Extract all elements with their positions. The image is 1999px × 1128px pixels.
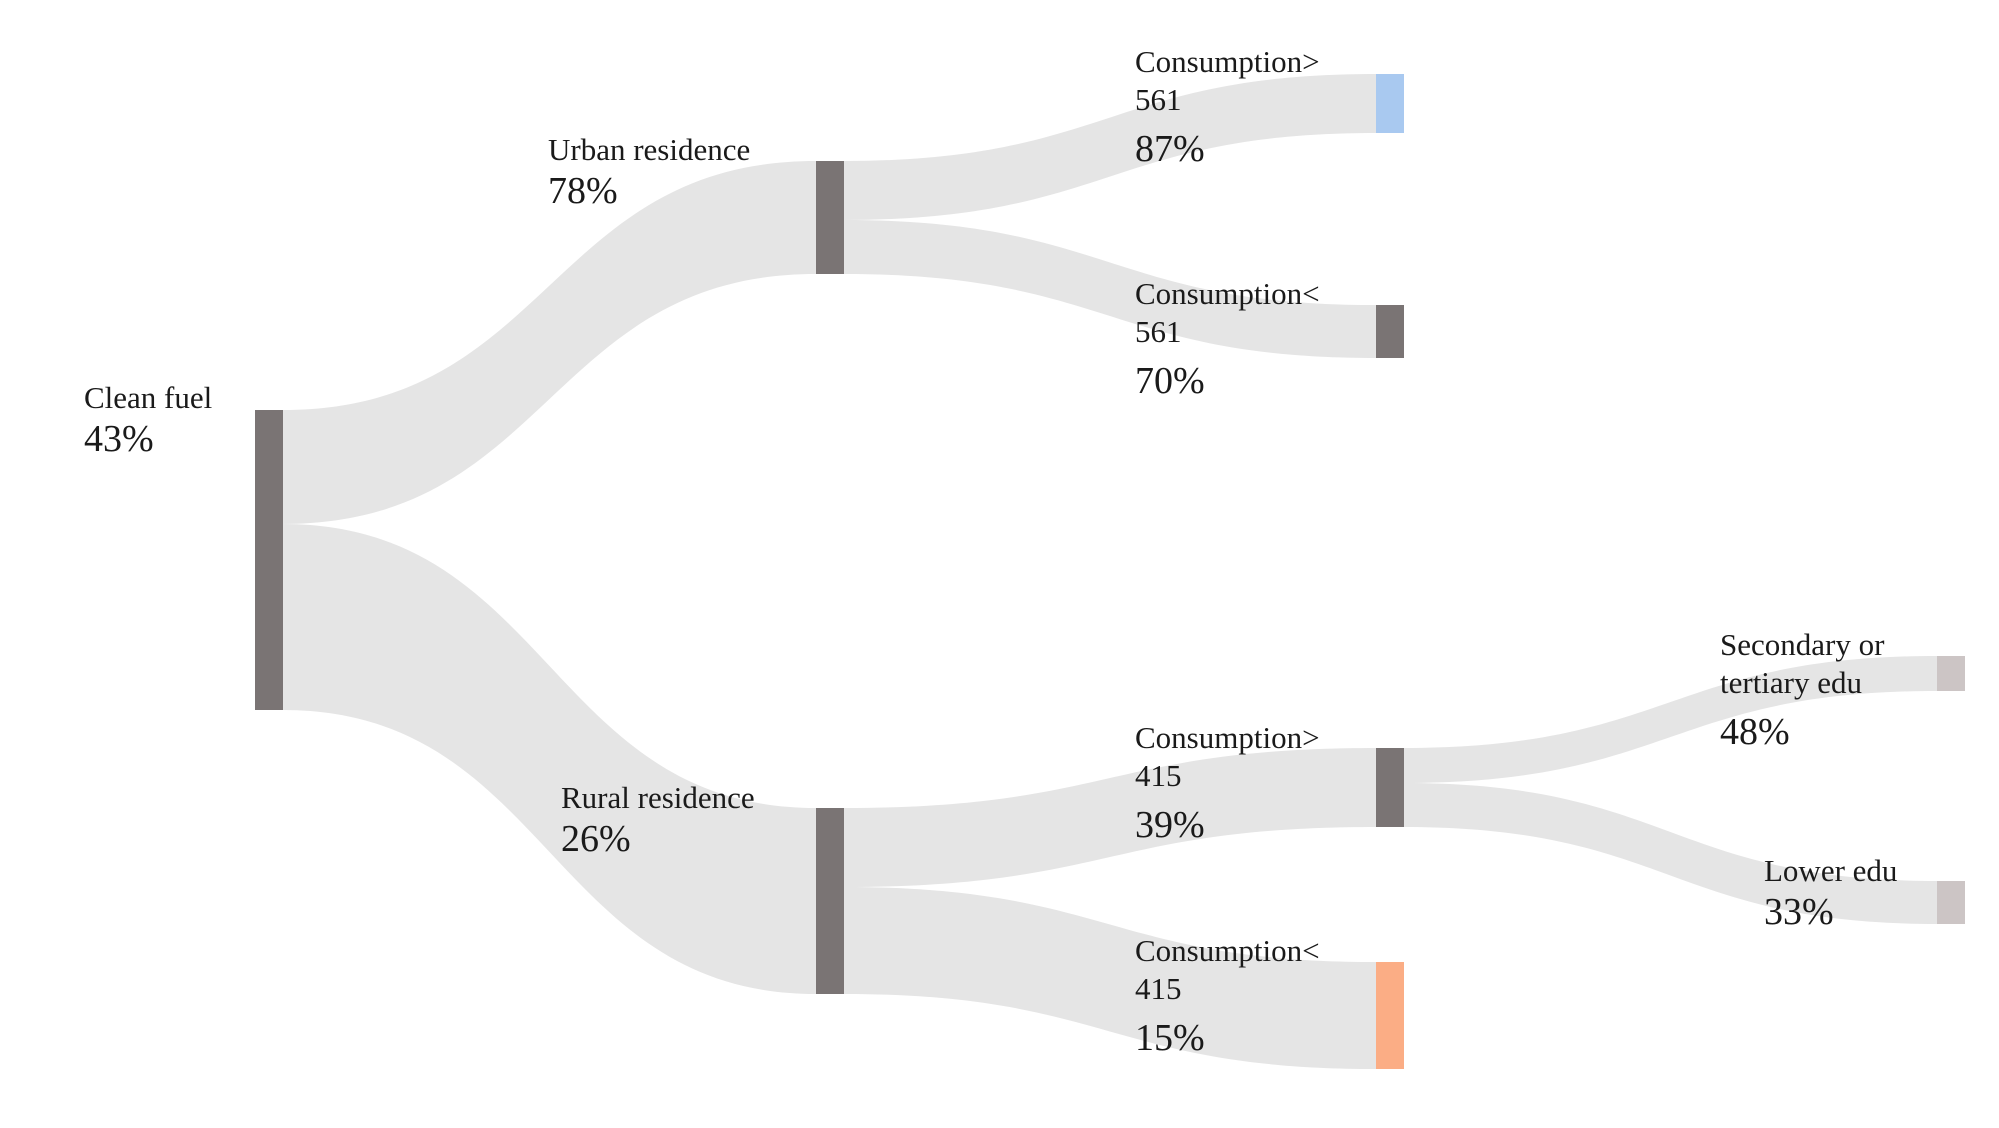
node-pct-clean-fuel: 43%	[84, 418, 154, 460]
node-bar-edu_lo	[1937, 881, 1965, 924]
node-bar-rural	[816, 808, 844, 994]
node-name-urban-lo-1: Consumption<	[1135, 276, 1320, 311]
nodes-layer	[255, 74, 1965, 1069]
node-bar-urban	[816, 161, 844, 274]
node-pct-urban: 78%	[548, 170, 618, 212]
node-name-rural-hi-2: 415	[1135, 758, 1182, 793]
node-name-urban-lo-2: 561	[1135, 314, 1182, 349]
label-rural-hi: Consumption> 415 39%	[1135, 719, 1320, 847]
link-rural_hi-to-edu_lo	[1404, 783, 1937, 924]
node-name-urban-hi-2: 561	[1135, 82, 1182, 117]
link-clean_fuel-to-urban	[283, 161, 816, 524]
label-urban: Urban residence 78%	[548, 131, 750, 213]
node-bar-rural_lo	[1376, 962, 1404, 1069]
node-name-rural-lo-2: 415	[1135, 971, 1182, 1006]
node-bar-urban_hi	[1376, 74, 1404, 133]
link-clean_fuel-to-rural	[283, 524, 816, 994]
node-bar-urban_lo	[1376, 305, 1404, 358]
node-bar-clean_fuel	[255, 410, 283, 710]
label-urban-lo: Consumption< 561 70%	[1135, 275, 1320, 403]
node-name-edu-lo: Lower edu	[1764, 853, 1898, 888]
node-pct-urban-hi: 87%	[1135, 128, 1205, 170]
label-rural: Rural residence 26%	[561, 779, 755, 861]
node-name-urban: Urban residence	[548, 132, 751, 167]
node-name-edu-hi-2: tertiary edu	[1720, 665, 1863, 700]
node-bar-rural_hi	[1376, 748, 1404, 827]
label-edu-hi: Secondary or tertiary edu 48%	[1720, 626, 1884, 754]
node-name-urban-hi-1: Consumption>	[1135, 44, 1320, 79]
label-urban-hi: Consumption> 561 87%	[1135, 43, 1320, 171]
label-rural-lo: Consumption< 415 15%	[1135, 932, 1320, 1060]
link-rural_hi-to-edu_hi	[1404, 656, 1937, 783]
link-rural-to-rural_lo	[844, 887, 1376, 1069]
node-name-rural: Rural residence	[561, 780, 755, 815]
node-pct-rural-hi: 39%	[1135, 804, 1205, 846]
node-pct-edu-hi: 48%	[1720, 711, 1790, 753]
link-rural-to-rural_hi	[844, 748, 1376, 887]
node-bar-edu_hi	[1937, 656, 1965, 691]
link-urban-to-urban_hi	[844, 74, 1376, 220]
node-pct-edu-lo: 33%	[1764, 891, 1834, 933]
link-urban-to-urban_lo	[844, 220, 1376, 358]
node-pct-rural-lo: 15%	[1135, 1017, 1205, 1059]
node-name-rural-lo-1: Consumption<	[1135, 933, 1320, 968]
label-clean-fuel: Clean fuel 43%	[84, 379, 212, 461]
node-pct-rural: 26%	[561, 818, 631, 860]
node-pct-urban-lo: 70%	[1135, 360, 1205, 402]
node-name-rural-hi-1: Consumption>	[1135, 720, 1320, 755]
links-layer	[283, 74, 1937, 1069]
node-name-clean-fuel: Clean fuel	[84, 380, 213, 415]
node-name-edu-hi-1: Secondary or	[1720, 627, 1885, 662]
label-edu-lo: Lower edu 33%	[1764, 852, 1897, 934]
